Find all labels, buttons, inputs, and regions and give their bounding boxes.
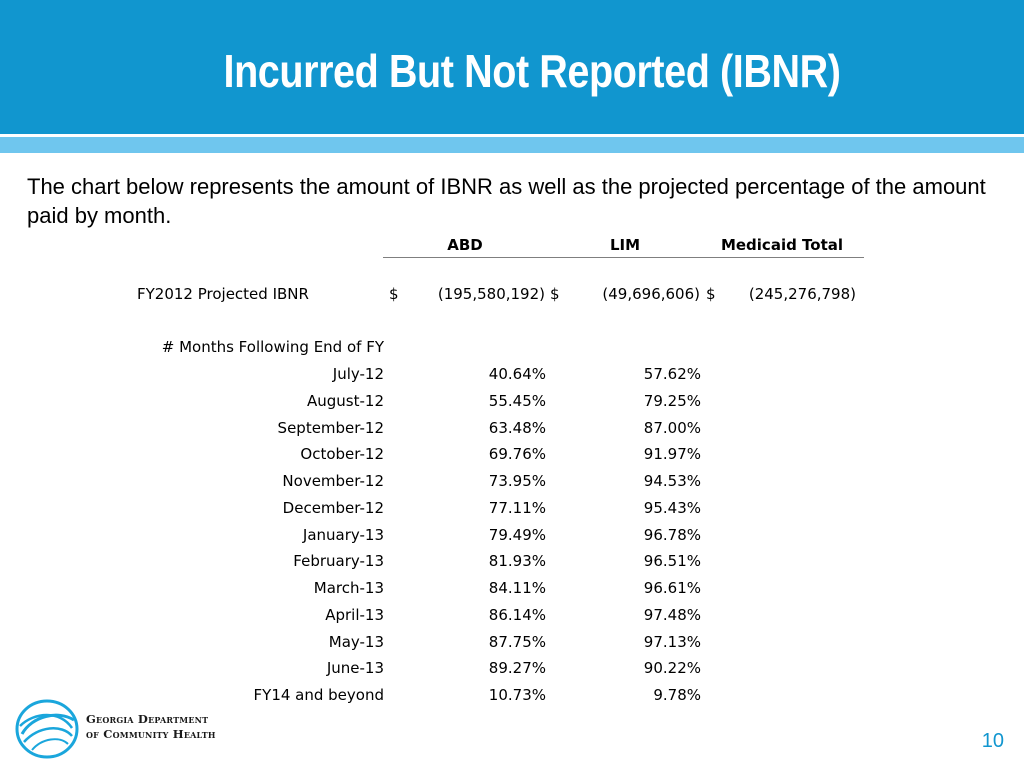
lim-percentage: 97.48% <box>643 606 701 624</box>
abd-percentage: 55.45% <box>488 392 546 410</box>
lim-percentage: 91.97% <box>643 445 701 463</box>
abd-percentage: 84.11% <box>488 579 546 597</box>
abd-percentage: 87.75% <box>488 633 546 651</box>
page-number: 10 <box>981 730 1004 752</box>
lim-percentage: 90.22% <box>643 659 701 677</box>
month-label: FY14 and beyond <box>253 686 384 704</box>
header-underline <box>383 257 864 258</box>
projected-total-value: (245,276,798) <box>748 285 856 303</box>
month-label: July-12 <box>332 365 384 383</box>
lim-percentage: 96.61% <box>643 579 701 597</box>
month-label: May-13 <box>328 633 384 651</box>
lim-percentage: 96.51% <box>643 552 701 570</box>
abd-percentage: 63.48% <box>488 419 546 437</box>
lim-percentage: 96.78% <box>643 526 701 544</box>
month-label: March-13 <box>313 579 384 597</box>
projected-abd-value: (195,580,192) <box>437 285 545 303</box>
abd-percentage: 77.11% <box>488 499 546 517</box>
organization-name-line2: of Community Health <box>86 727 216 741</box>
lim-percentage: 94.53% <box>643 472 701 490</box>
organization-name: Georgia Department of Community Health <box>86 712 216 742</box>
month-label: August-12 <box>307 392 384 410</box>
month-label: February-13 <box>293 552 384 570</box>
month-label: December-12 <box>282 499 384 517</box>
month-label: June-13 <box>326 659 384 677</box>
projected-lim-currency: $ <box>550 285 560 303</box>
abd-percentage: 89.27% <box>488 659 546 677</box>
month-label: April-13 <box>325 606 384 624</box>
header-medicaid-total: Medicaid Total <box>720 236 844 254</box>
header-lim: LIM <box>609 236 641 254</box>
projected-total-currency: $ <box>706 285 716 303</box>
lim-percentage: 97.13% <box>643 633 701 651</box>
lim-percentage: 95.43% <box>643 499 701 517</box>
lim-percentage: 57.62% <box>643 365 701 383</box>
projected-lim-value: (49,696,606) <box>602 285 700 303</box>
organization-name-line1: Georgia Department <box>86 712 209 726</box>
months-following-label: # Months Following End of FY <box>161 338 384 356</box>
lim-percentage: 9.78% <box>653 686 701 704</box>
banner-divider <box>0 134 1024 137</box>
abd-percentage: 79.49% <box>488 526 546 544</box>
header-abd: ABD <box>447 236 483 254</box>
lim-percentage: 87.00% <box>643 419 701 437</box>
slide-title: Incurred But Not Reported (IBNR) <box>223 45 841 97</box>
projected-ibnr-label: FY2012 Projected IBNR <box>137 285 309 303</box>
dch-swirl-logo-icon <box>15 699 79 759</box>
abd-percentage: 10.73% <box>488 686 546 704</box>
abd-percentage: 81.93% <box>488 552 546 570</box>
lim-percentage: 79.25% <box>643 392 701 410</box>
month-label: January-13 <box>302 526 384 544</box>
intro-text: The chart below represents the amount of… <box>27 174 986 228</box>
projected-abd-currency: $ <box>389 285 399 303</box>
month-label: November-12 <box>282 472 384 490</box>
abd-percentage: 86.14% <box>488 606 546 624</box>
abd-percentage: 40.64% <box>488 365 546 383</box>
month-label: October-12 <box>300 445 384 463</box>
banner-accent-stripe <box>0 137 1024 153</box>
month-label: September-12 <box>277 419 384 437</box>
abd-percentage: 73.95% <box>488 472 546 490</box>
abd-percentage: 69.76% <box>488 445 546 463</box>
title-banner: Incurred But Not Reported (IBNR) <box>0 0 1024 134</box>
